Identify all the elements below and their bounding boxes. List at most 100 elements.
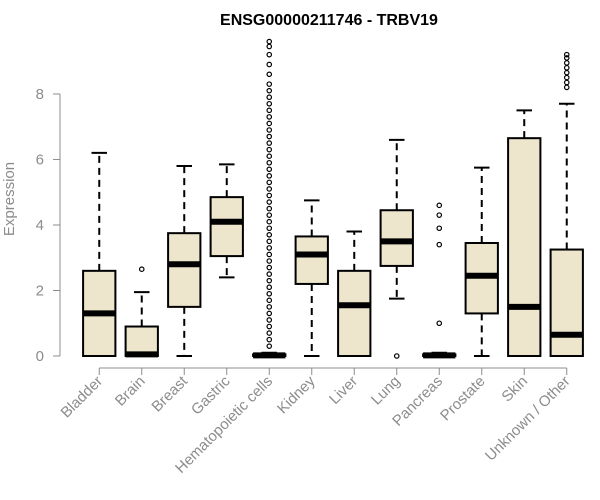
outlier-point [266, 38, 273, 45]
outlier-point [563, 84, 570, 91]
box-breast [167, 165, 202, 357]
outlier-point [266, 71, 273, 78]
x-tick-label: Breast [148, 372, 191, 415]
outlier-point [266, 277, 273, 284]
outlier-point [266, 146, 273, 153]
outlier-point [266, 87, 273, 94]
x-tick-label: Brain [112, 373, 149, 410]
box-unknown-other [549, 51, 584, 357]
y-tick-label: 6 [36, 151, 44, 168]
box-prostate [464, 166, 499, 357]
outlier-point [266, 127, 273, 133]
box-gastric [209, 163, 244, 279]
outlier-point [266, 251, 273, 258]
x-tick-label: Bladder [57, 373, 106, 422]
box-kidney [294, 199, 329, 357]
box-body [294, 235, 329, 285]
outlier-point [138, 266, 145, 272]
outlier-point [266, 100, 273, 107]
y-tick-label: 8 [36, 86, 44, 103]
outlier-point [436, 225, 443, 232]
outlier-point [436, 202, 443, 209]
outlier-point [266, 192, 273, 199]
outlier-point [266, 310, 273, 317]
outlier-point [266, 343, 273, 349]
outlier-point [436, 212, 443, 218]
outlier-point [266, 330, 273, 336]
x-tick-label: Lung [368, 373, 404, 409]
box-body [337, 269, 372, 357]
box-body [549, 248, 584, 357]
box-liver [337, 230, 372, 357]
outlier-point [266, 173, 273, 179]
y-tick-label: 0 [36, 348, 44, 365]
outlier-point [266, 317, 273, 323]
outlier-point [266, 290, 273, 297]
outlier-point [563, 60, 570, 66]
box-body [507, 137, 542, 357]
outlier-point [266, 133, 273, 140]
outlier-point [266, 186, 273, 192]
outlier-point [563, 55, 570, 61]
box-lung [379, 138, 414, 359]
outlier-point [266, 114, 273, 120]
outlier-point [266, 179, 273, 186]
box-body [167, 232, 202, 308]
outlier-point [563, 74, 570, 81]
box-skin [507, 109, 542, 357]
y-tick-label: 2 [36, 282, 44, 299]
box-hematopoietic-cells [252, 38, 287, 359]
y-axis-label: Expression [1, 162, 18, 236]
outlier-point [266, 225, 273, 232]
outlier-point [563, 79, 570, 86]
outlier-point [266, 336, 273, 343]
outlier-point [393, 353, 400, 359]
outlier-point [563, 69, 570, 76]
outlier-point [266, 199, 273, 205]
outlier-point [266, 166, 273, 173]
y-axis: 0 2 4 6 8 [36, 86, 61, 365]
outlier-point [266, 81, 273, 87]
x-tick-label: Prostate [437, 373, 489, 425]
outlier-point [436, 241, 443, 248]
outlier-point [266, 43, 273, 50]
outlier-point [563, 64, 570, 71]
outlier-point [436, 320, 443, 327]
boxes-group [82, 38, 584, 359]
outlier-point [266, 284, 273, 291]
outlier-point [266, 61, 273, 68]
outlier-point [266, 205, 273, 212]
outlier-point [266, 271, 273, 277]
outlier-point [266, 94, 273, 101]
outlier-point [266, 159, 273, 166]
x-tick-label: Liver [326, 373, 361, 408]
box-bladder [82, 151, 117, 357]
outlier-point [266, 140, 273, 146]
outlier-point [266, 323, 273, 330]
x-tick-label: Kidney [274, 372, 319, 417]
outlier-point [266, 238, 273, 245]
outlier-point [266, 258, 273, 264]
outlier-point [266, 245, 273, 251]
box-brain [124, 266, 159, 358]
box-pancreas [422, 202, 457, 359]
outlier-point [266, 107, 273, 114]
box-body [209, 196, 244, 258]
outlier-point [563, 51, 570, 58]
y-tick-label: 4 [36, 217, 44, 234]
chart-title: ENSG00000211746 - TRBV19 [220, 12, 438, 29]
outlier-point [266, 51, 273, 58]
outlier-point [266, 264, 273, 271]
outlier-point [266, 212, 273, 218]
outlier-point [266, 218, 273, 225]
outlier-point [266, 304, 273, 310]
box-body [124, 325, 159, 358]
outlier-point [266, 297, 273, 304]
outlier-point [266, 153, 273, 159]
x-tick-label: Skin [498, 373, 531, 406]
box-body [379, 209, 414, 267]
outlier-point [266, 120, 273, 127]
